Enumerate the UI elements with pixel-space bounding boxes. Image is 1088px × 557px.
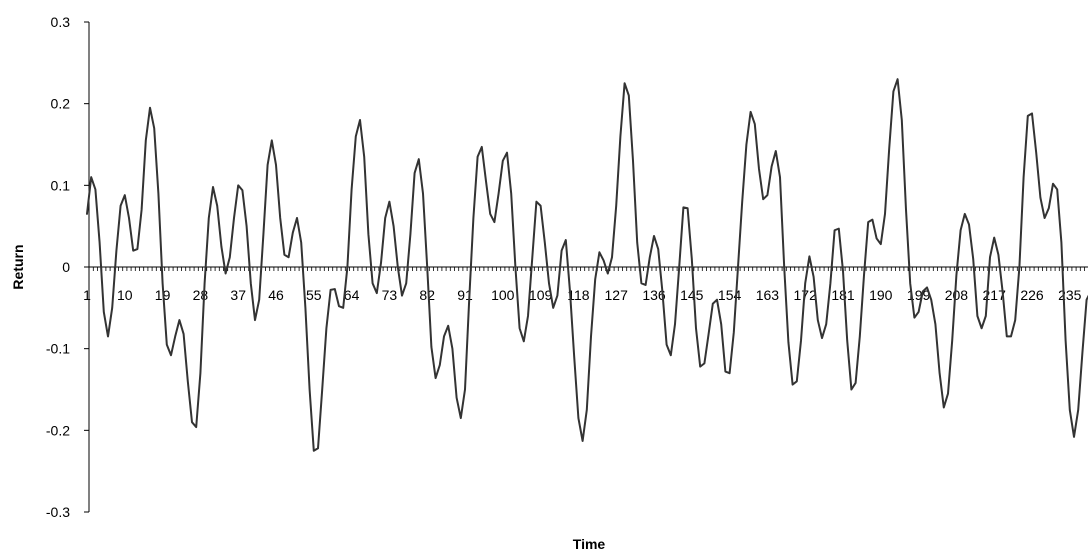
y-tick-label: 0.3 [51,14,71,30]
x-tick-label: 28 [193,287,209,303]
x-tick-label: 109 [529,287,553,303]
y-tick-label: 0.2 [51,96,71,112]
x-tick-label: 73 [382,287,398,303]
x-tick-label: 118 [567,287,590,303]
x-axis: 1 10 19 28 37 46 55 64 73 82 91 100 109 118 127 136 145 1… [83,266,1088,303]
x-tick-label: 55 [306,287,322,303]
x-tick-label: 145 [680,287,704,303]
x-tick-label: 10 [117,287,133,303]
y-tick-label: 0.1 [51,177,71,193]
x-tick-label: 64 [344,287,360,303]
y-tick-label: -0.1 [46,341,70,357]
x-tick-label: 136 [642,287,666,303]
x-tick-label: 1 [83,287,91,303]
x-axis-title: Time [573,536,606,552]
x-tick-label: 235 [1058,287,1082,303]
y-tick-label: -0.3 [46,504,70,520]
x-tick-label: 37 [230,287,246,303]
series-line [86,78,1088,452]
x-tick-label: 82 [419,287,435,303]
x-tick-label: 127 [605,287,629,303]
x-tick-label: 190 [869,287,893,303]
x-tick-label: 208 [945,287,969,303]
series-group [86,78,1088,452]
y-axis: 0.3 0.2 0.1 0 -0.1 -0.2 -0.3 [46,14,90,520]
x-tick-label: 181 [831,287,855,303]
x-tick-label: 163 [756,287,780,303]
x-tick-label: 226 [1020,287,1044,303]
y-tick-label: 0 [62,259,70,275]
x-tick-label: 154 [718,287,742,303]
y-tick-label: -0.2 [46,422,70,438]
y-axis-title: Return [10,244,26,289]
x-tick-label: 100 [491,287,515,303]
x-tick-label: 46 [268,287,284,303]
